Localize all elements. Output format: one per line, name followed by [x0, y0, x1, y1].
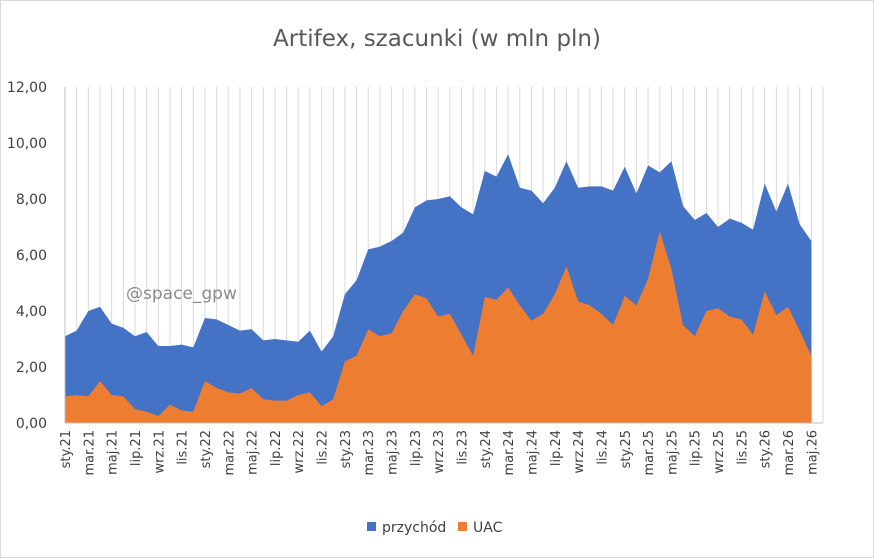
chart-title: Artifex, szacunki (w mln pln): [273, 26, 601, 52]
x-tick-label: lip.23: [409, 430, 424, 466]
y-tick-label: 2,00: [16, 360, 47, 376]
y-tick-label: 0,00: [16, 416, 47, 432]
x-tick-label: wrz.22: [292, 430, 307, 473]
x-tick-label: sty.22: [199, 430, 214, 468]
x-tick-labels: sty.21 mar.21 maj.21 lip.21 wrz.21 lis.21 sty.…: [59, 430, 820, 475]
y-tick-label: 10,00: [7, 136, 47, 152]
x-tick-label: wrz.25: [712, 430, 727, 473]
x-tick-label: lis.22: [316, 430, 331, 465]
x-tick-label: lis.21: [176, 430, 191, 465]
watermark: @space_gpw: [126, 284, 237, 304]
axis-layer: [64, 87, 823, 424]
area-layer: [65, 154, 812, 423]
y-tick-label: 12,00: [7, 80, 47, 96]
x-tick-label: lis.25: [735, 430, 750, 465]
x-tick-label: wrz.21: [152, 430, 167, 473]
x-tick-label: maj.25: [665, 430, 680, 475]
x-tick-label: sty.25: [619, 430, 634, 468]
x-tick-label: wrz.24: [572, 430, 587, 473]
x-tick-label: maj.22: [246, 430, 261, 475]
x-tick-label: sty.21: [59, 430, 74, 468]
legend-swatch: [458, 522, 467, 531]
x-tick-label: lis.24: [595, 430, 610, 465]
x-tick-label: sty.26: [759, 430, 774, 468]
x-tick-label: maj.21: [106, 430, 121, 475]
y-tick-label: 6,00: [16, 248, 47, 264]
x-tick-label: mar.26: [782, 430, 797, 475]
x-tick-label: sty.24: [479, 430, 494, 468]
legend-label: przychód: [382, 520, 446, 536]
y-tick-labels: 0,00 2,00 4,00 6,00 8,00 10,00 12,00: [7, 80, 47, 432]
x-tick-label: mar.21: [82, 430, 97, 475]
area-series-uac: [65, 231, 812, 423]
y-tick-label: 4,00: [16, 304, 47, 320]
x-tick-label: mar.24: [502, 430, 517, 475]
legend-label: UAC: [473, 520, 503, 536]
x-tick-label: maj.24: [525, 430, 540, 475]
x-tick-label: maj.23: [386, 430, 401, 475]
x-tick-label: mar.23: [362, 430, 377, 475]
y-tick-label: 8,00: [16, 192, 47, 208]
x-tick-label: lip.22: [269, 430, 284, 466]
legend-swatch: [367, 522, 376, 531]
legend: przychód UAC: [367, 520, 503, 536]
x-tick-label: mar.25: [642, 430, 657, 475]
x-tick-label: lip.25: [689, 430, 704, 466]
x-tick-label: wrz.23: [432, 430, 447, 473]
x-tick-label: lip.21: [129, 430, 144, 466]
x-tick-label: lip.24: [549, 430, 564, 466]
x-tick-label: mar.22: [222, 430, 237, 475]
x-tick-label: lis.23: [455, 430, 470, 465]
x-tick-label: sty.23: [339, 430, 354, 468]
x-tick-label: maj.26: [805, 430, 820, 475]
